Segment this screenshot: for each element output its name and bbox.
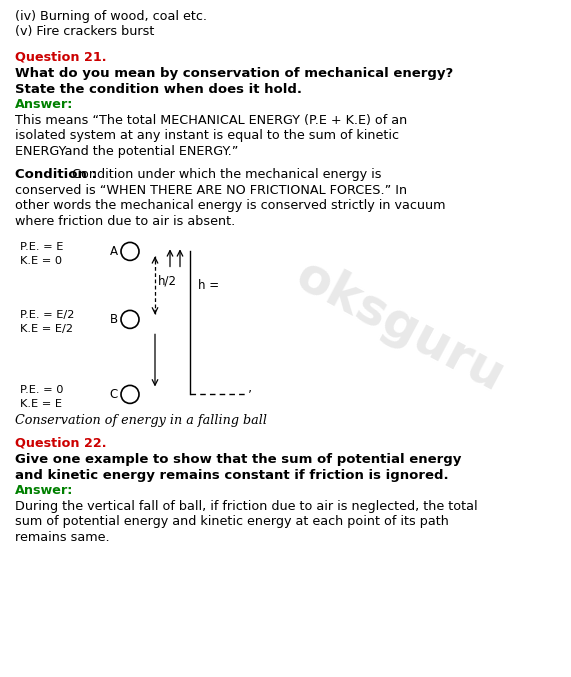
Text: Condition under which the mechanical energy is: Condition under which the mechanical ene… — [72, 168, 381, 181]
Text: ’: ’ — [248, 388, 252, 401]
Text: other words the mechanical energy is conserved strictly in vacuum: other words the mechanical energy is con… — [15, 199, 445, 212]
Text: Question 21.: Question 21. — [15, 50, 107, 64]
Text: K.E = E: K.E = E — [20, 399, 62, 410]
Text: K.E = 0: K.E = 0 — [20, 257, 62, 267]
Text: P.E. = E: P.E. = E — [20, 242, 63, 253]
Text: isolated system at any instant is equal to the sum of kinetic: isolated system at any instant is equal … — [15, 129, 399, 142]
Text: (v) Fire crackers burst: (v) Fire crackers burst — [15, 26, 154, 39]
Text: where friction due to air is absent.: where friction due to air is absent. — [15, 215, 235, 227]
Text: conserved is “WHEN THERE ARE NO FRICTIONAL FORCES.” In: conserved is “WHEN THERE ARE NO FRICTION… — [15, 183, 407, 196]
Text: ENERGYand the potential ENERGY.”: ENERGYand the potential ENERGY.” — [15, 145, 238, 158]
Text: oksguru: oksguru — [287, 252, 513, 402]
Text: A: A — [110, 245, 118, 258]
Text: sum of potential energy and kinetic energy at each point of its path: sum of potential energy and kinetic ener… — [15, 515, 449, 529]
Text: Conservation of energy in a falling ball: Conservation of energy in a falling ball — [15, 414, 267, 427]
Text: State the condition when does it hold.: State the condition when does it hold. — [15, 83, 302, 96]
Text: h/2: h/2 — [158, 275, 177, 288]
Text: B: B — [110, 313, 118, 326]
Text: P.E. = 0: P.E. = 0 — [20, 385, 63, 395]
Text: Question 22.: Question 22. — [15, 437, 107, 450]
Text: During the vertical fall of ball, if friction due to air is neglected, the total: During the vertical fall of ball, if fri… — [15, 500, 477, 513]
Text: Give one example to show that the sum of potential energy: Give one example to show that the sum of… — [15, 454, 461, 466]
Text: P.E. = E/2: P.E. = E/2 — [20, 310, 74, 320]
Text: h =: h = — [198, 279, 219, 292]
Text: What do you mean by conservation of mechanical energy?: What do you mean by conservation of mech… — [15, 67, 453, 81]
Text: remains same.: remains same. — [15, 531, 110, 544]
Text: K.E = E/2: K.E = E/2 — [20, 324, 73, 334]
Text: and kinetic energy remains constant if friction is ignored.: and kinetic energy remains constant if f… — [15, 469, 449, 482]
Text: C: C — [110, 388, 118, 401]
Text: This means “The total MECHANICAL ENERGY (P.E + K.E) of an: This means “The total MECHANICAL ENERGY … — [15, 114, 407, 127]
Text: (iv) Burning of wood, coal etc.: (iv) Burning of wood, coal etc. — [15, 10, 207, 23]
Text: Answer:: Answer: — [15, 98, 74, 111]
Text: Condition :: Condition : — [15, 168, 102, 181]
Text: Answer:: Answer: — [15, 485, 74, 498]
